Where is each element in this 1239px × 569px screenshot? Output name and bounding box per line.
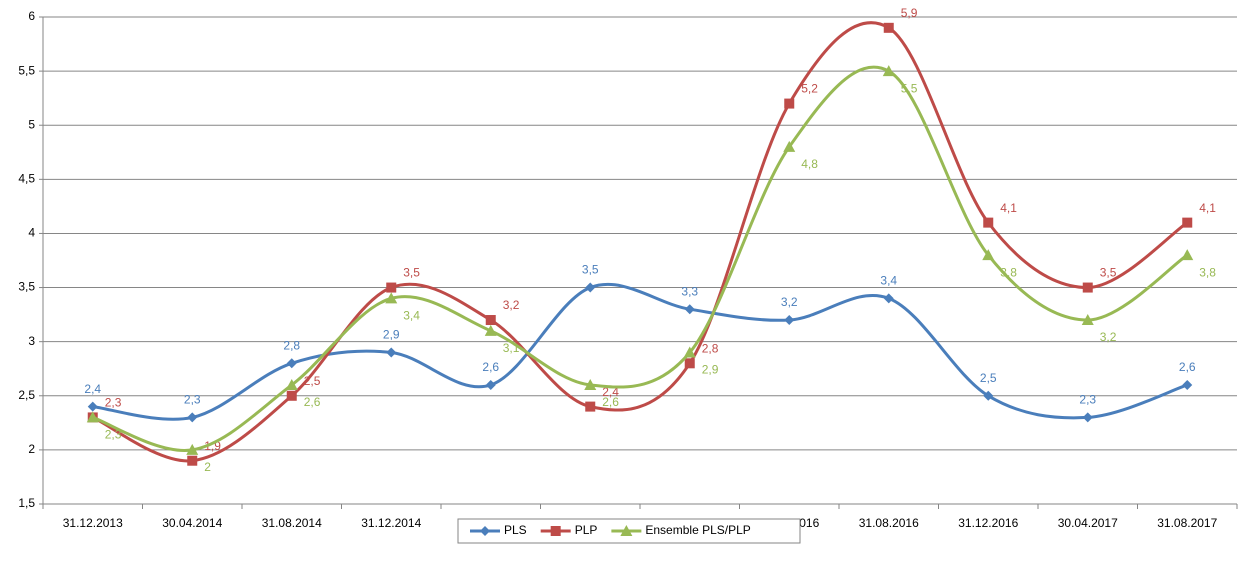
data-label: 4,1 bbox=[1199, 201, 1216, 215]
data-label: 2,3 bbox=[105, 428, 122, 442]
x-tick-label: 31.08.2014 bbox=[262, 516, 322, 530]
data-label: 3,2 bbox=[781, 295, 798, 309]
marker bbox=[585, 401, 596, 412]
marker bbox=[883, 293, 894, 304]
x-tick-label: 31.12.2014 bbox=[361, 516, 421, 530]
marker bbox=[1182, 379, 1193, 390]
marker bbox=[684, 304, 695, 315]
marker bbox=[1081, 314, 1094, 326]
data-label: 2,9 bbox=[702, 363, 719, 377]
marker bbox=[584, 378, 597, 390]
data-label: 3,1 bbox=[503, 341, 520, 355]
data-label: 2,3 bbox=[184, 393, 201, 407]
data-label: 3,2 bbox=[1100, 330, 1117, 344]
marker bbox=[285, 378, 298, 390]
marker bbox=[187, 412, 198, 423]
series-line bbox=[92, 21, 1189, 463]
legend-marker bbox=[480, 526, 490, 536]
x-tick-label: 31.08.2016 bbox=[859, 516, 919, 530]
marker bbox=[882, 65, 895, 77]
data-label: 2,6 bbox=[304, 395, 321, 409]
y-tick-label: 3,5 bbox=[18, 280, 35, 294]
marker bbox=[386, 282, 397, 293]
y-tick-label: 5,5 bbox=[18, 63, 35, 77]
x-tick-label: 30.04.2014 bbox=[162, 516, 222, 530]
data-label: 2,8 bbox=[283, 338, 300, 352]
y-tick-label: 2,5 bbox=[18, 388, 35, 402]
data-label: 2,6 bbox=[602, 395, 619, 409]
marker bbox=[484, 324, 497, 336]
data-label: 2,3 bbox=[105, 396, 122, 410]
marker bbox=[286, 390, 297, 401]
y-tick-label: 2 bbox=[28, 442, 35, 456]
data-label: 3,2 bbox=[503, 298, 520, 312]
data-label: 2,8 bbox=[702, 341, 719, 355]
marker bbox=[1082, 282, 1093, 293]
legend-marker bbox=[620, 525, 633, 536]
marker bbox=[883, 22, 894, 33]
data-label: 2,5 bbox=[980, 371, 997, 385]
marker bbox=[187, 455, 198, 466]
marker bbox=[385, 292, 398, 304]
marker bbox=[1182, 217, 1193, 228]
marker bbox=[286, 358, 297, 369]
data-label: 2,6 bbox=[482, 360, 499, 374]
series: 2,3 2 2,6 3,4 3,1 2,6 2,9 4,8 5,5 3,8 3,2 3,8 bbox=[86, 65, 1216, 474]
data-label: 3,8 bbox=[1199, 265, 1216, 279]
legend-label: PLS bbox=[504, 523, 527, 537]
y-tick-label: 1,5 bbox=[18, 496, 35, 510]
marker bbox=[983, 217, 994, 228]
legend-label: PLP bbox=[575, 523, 598, 537]
legend-label: Ensemble PLS/PLP bbox=[645, 523, 750, 537]
series-line bbox=[92, 282, 1188, 421]
y-tick-label: 5 bbox=[28, 117, 35, 131]
data-label: 4,8 bbox=[801, 157, 818, 171]
data-label: 3,5 bbox=[403, 266, 420, 280]
marker bbox=[684, 358, 695, 369]
marker bbox=[87, 401, 98, 412]
data-label: 5,2 bbox=[801, 82, 818, 96]
series: 2,31,92,53,53,22,42,85,25,94,13,54,1 bbox=[87, 6, 1216, 466]
marker bbox=[386, 347, 397, 358]
marker bbox=[485, 379, 496, 390]
data-label: 3,8 bbox=[1000, 265, 1017, 279]
series: 2,4 2,3 2,8 2,9 2,6 3,5 3,3 3,2 3,4 2,5 2,3 2,6 bbox=[84, 263, 1196, 423]
x-tick-label: 30.04.2017 bbox=[1058, 516, 1118, 530]
marker bbox=[783, 140, 796, 152]
marker bbox=[485, 315, 496, 326]
data-label: 2,4 bbox=[84, 382, 101, 396]
y-tick-label: 3 bbox=[28, 334, 35, 348]
data-label: 4,1 bbox=[1000, 201, 1017, 215]
marker bbox=[585, 282, 596, 293]
marker bbox=[983, 390, 994, 401]
marker bbox=[982, 249, 995, 261]
marker bbox=[1181, 249, 1194, 261]
data-label: 3,4 bbox=[403, 309, 420, 323]
data-label: 2 bbox=[204, 460, 211, 474]
x-tick-label: 31.08.2017 bbox=[1157, 516, 1217, 530]
y-tick-label: 4 bbox=[28, 226, 35, 240]
x-tick-label: 31.12.2016 bbox=[958, 516, 1018, 530]
marker bbox=[784, 98, 795, 109]
data-label: 2,3 bbox=[1079, 393, 1096, 407]
data-label: 3,5 bbox=[1100, 266, 1117, 280]
x-tick-label: 31.12.2013 bbox=[63, 516, 123, 530]
marker bbox=[784, 315, 795, 326]
data-label: 3,5 bbox=[582, 263, 599, 277]
data-label: 3,4 bbox=[880, 274, 897, 288]
y-tick-label: 6 bbox=[28, 9, 35, 23]
marker bbox=[186, 443, 199, 455]
data-label: 2,5 bbox=[304, 374, 321, 388]
legend-marker bbox=[550, 526, 561, 536]
data-label: 2,9 bbox=[383, 328, 400, 342]
marker bbox=[1082, 412, 1093, 423]
y-tick-label: 4,5 bbox=[18, 172, 35, 186]
data-label: 5,5 bbox=[901, 81, 918, 95]
data-label: 2,6 bbox=[1179, 360, 1196, 374]
marker bbox=[86, 411, 99, 423]
data-label: 3,3 bbox=[681, 284, 698, 298]
data-label: 5,9 bbox=[901, 6, 918, 20]
marker bbox=[683, 346, 696, 358]
